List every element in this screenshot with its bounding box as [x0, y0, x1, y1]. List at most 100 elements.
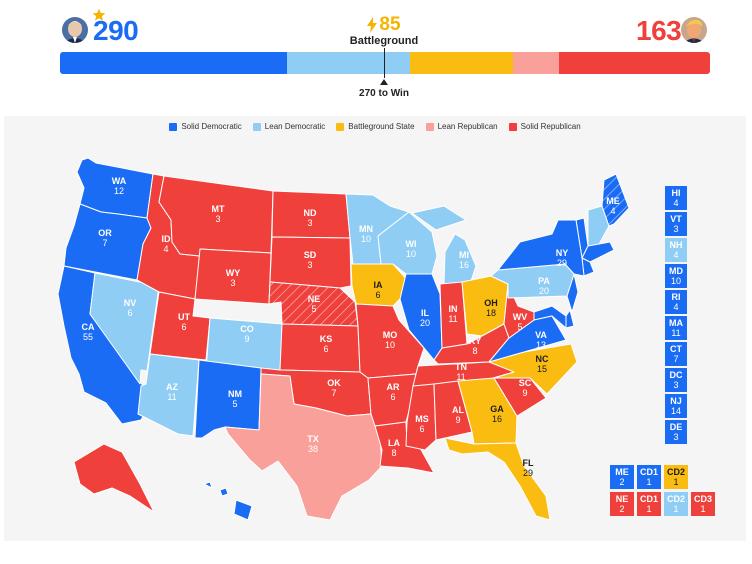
state-label-ar: AR: [387, 382, 400, 392]
state-nc[interactable]: [488, 343, 578, 395]
state-box-label: RI: [671, 292, 681, 302]
state-label-az: AZ: [166, 382, 178, 392]
state-box-ct[interactable]: CT 7: [665, 342, 687, 366]
bar-segment-lean-dem: [287, 52, 411, 74]
state-box-md[interactable]: MD 10: [665, 264, 687, 288]
state-label-ia: IA: [374, 280, 384, 290]
state-label-wi: WI: [406, 239, 417, 249]
nebraska-ne-box[interactable]: NE 2: [610, 492, 634, 516]
state-ev-al: 9: [455, 415, 460, 425]
portrait-icon: [681, 17, 707, 43]
maine-cd1-box[interactable]: CD1 1: [637, 465, 661, 489]
legend-label: Solid Democratic: [181, 122, 242, 131]
legend-label: Lean Republican: [437, 122, 498, 131]
portrait-icon: [62, 17, 88, 43]
state-label-ms: MS: [415, 414, 429, 424]
battleground-label: Battleground: [349, 35, 419, 47]
legend-swatch: [336, 122, 345, 131]
state-ev-mi: 16: [459, 260, 469, 270]
state-ev-mt: 3: [215, 214, 220, 224]
state-box-label: DC: [669, 370, 683, 380]
state-box-ri[interactable]: RI 4: [665, 290, 687, 314]
state-box-de[interactable]: DE 3: [665, 420, 687, 444]
state-box-label: MD: [669, 266, 683, 276]
state-delaware[interactable]: [565, 309, 575, 329]
maine-cd2-box[interactable]: CD2 1: [664, 465, 688, 489]
state-label-id: ID: [162, 234, 172, 244]
state-box-label: HI: [671, 188, 681, 198]
state-ev-ar: 6: [390, 392, 395, 402]
state-label-or: OR: [98, 228, 112, 238]
state-label-in: IN: [449, 304, 458, 314]
state-tx[interactable]: [224, 373, 383, 521]
state-ev-or: 7: [102, 238, 107, 248]
bar-segment-solid-dem: [60, 52, 288, 74]
state-ev-la: 8: [391, 448, 396, 458]
state-label-la: LA: [388, 438, 400, 448]
battleground-count: 85: [379, 14, 401, 35]
state-ia[interactable]: [350, 263, 410, 307]
state-ev-ca: 55: [83, 332, 93, 342]
state-box-ev: 4: [673, 198, 679, 208]
state-ev-co: 9: [244, 334, 249, 344]
map-legend: Solid Democratic Lean Democratic Battlegro…: [4, 122, 746, 131]
state-label-al: AL: [452, 405, 464, 415]
legend-item: Solid Republican: [508, 122, 581, 131]
state-label-ny: NY: [556, 248, 569, 258]
legend-swatch: [169, 122, 178, 131]
nebraska-cd3-box[interactable]: CD3 1: [691, 492, 715, 516]
district-box-ev: 1: [646, 477, 652, 487]
state-box-vt[interactable]: VT 3: [665, 212, 687, 236]
us-electoral-map: WA12OR7CA55NV6ID4MT3WY3UT6AZ11CO9NM5ND3S…: [57, 157, 630, 521]
state-box-nh[interactable]: NH 4: [665, 238, 687, 262]
state-ev-mo: 10: [385, 340, 395, 350]
state-label-tn: TN: [455, 362, 467, 372]
state-new-hampshire[interactable]: [587, 205, 610, 247]
state-box-label: NJ: [670, 396, 682, 406]
nebraska-cd2-box[interactable]: CD2 1: [664, 492, 688, 516]
270-to-win-marker: [384, 48, 385, 78]
state-ut[interactable]: [149, 291, 211, 361]
state-ev-wv: 5: [517, 322, 522, 332]
state-box-dc[interactable]: DC 3: [665, 368, 687, 392]
state-al[interactable]: [433, 380, 473, 441]
legend-swatch: [252, 122, 261, 131]
legend-label: Battleground State: [348, 122, 415, 131]
state-ev-wi: 10: [406, 249, 416, 259]
state-ny[interactable]: [497, 219, 585, 277]
district-box-label: CD3: [693, 494, 712, 504]
bar-segment-solid-rep: [558, 52, 710, 74]
state-ev-fl: 29: [523, 468, 533, 478]
state-ev-ia: 6: [375, 290, 380, 300]
maine-me-box[interactable]: ME 2: [610, 465, 634, 489]
state-box-hi[interactable]: HI 4: [665, 186, 687, 210]
state-box-ma[interactable]: MA 11: [665, 316, 687, 340]
state-nm[interactable]: [194, 359, 262, 439]
state-label-ky: KY: [469, 336, 482, 346]
state-ev-nv: 6: [127, 308, 132, 318]
legend-item: Battleground State: [336, 122, 415, 131]
state-fl[interactable]: [444, 437, 551, 521]
state-box-nj[interactable]: NJ 14: [665, 394, 687, 418]
state-label-wy: WY: [226, 268, 241, 278]
state-ev-in: 11: [448, 314, 457, 324]
electoral-vote-bar: [60, 52, 710, 74]
state-ks[interactable]: [279, 323, 361, 373]
state-label-wa: WA: [112, 176, 127, 186]
district-box-label: CD1: [639, 467, 658, 477]
state-hawaii-islands[interactable]: [203, 481, 253, 521]
nebraska-cd1-box[interactable]: CD1 1: [637, 492, 661, 516]
state-label-sc: SC: [519, 378, 532, 388]
state-label-ut: UT: [178, 312, 190, 322]
state-ev-pa: 20: [539, 286, 549, 296]
district-box-ev: 1: [646, 504, 652, 514]
state-box-label: MA: [669, 318, 683, 328]
270-to-win-label: 270 to Win: [359, 88, 409, 99]
state-ev-ga: 16: [492, 414, 502, 424]
triangle-up-icon: [380, 79, 388, 85]
header: 290 85 Battleground 163 270 to Win: [0, 0, 752, 114]
state-alaska-body[interactable]: [73, 443, 155, 513]
state-sd[interactable]: [269, 236, 352, 289]
state-box-ev: 10: [670, 276, 681, 286]
rep-electoral-count: 163: [636, 15, 682, 46]
